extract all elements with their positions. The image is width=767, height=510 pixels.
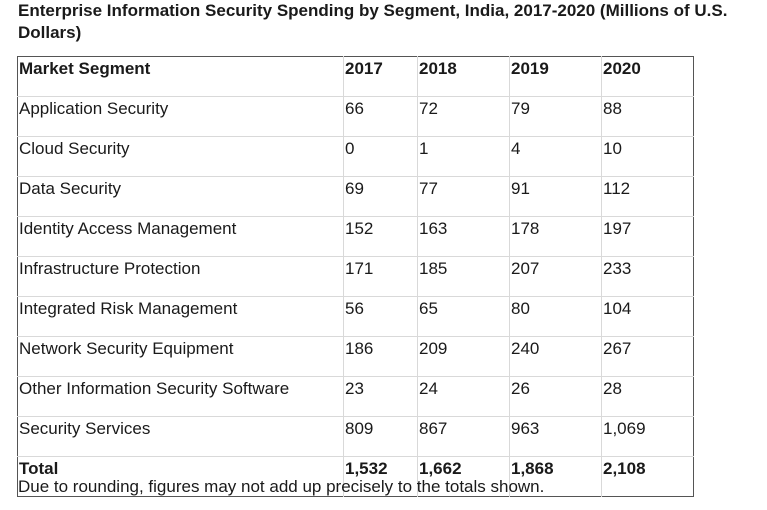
value-cell: 69 <box>343 176 418 217</box>
column-header: 2017 <box>343 56 418 97</box>
segment-cell: Data Security <box>17 176 344 217</box>
value-cell: 186 <box>343 336 418 377</box>
value-cell: 178 <box>509 216 602 257</box>
table-row: Cloud Security 0 1 4 10 <box>17 136 694 177</box>
value-cell: 4 <box>509 136 602 177</box>
table-row: Integrated Risk Management 56 65 80 104 <box>17 296 694 337</box>
table-row: Application Security 66 72 79 88 <box>17 96 694 137</box>
value-cell: 867 <box>417 416 510 457</box>
table-row: Network Security Equipment 186 209 240 267 <box>17 336 694 377</box>
column-header: Market Segment <box>17 56 344 97</box>
value-cell: 79 <box>509 96 602 137</box>
column-header: 2018 <box>417 56 510 97</box>
value-cell: 77 <box>417 176 510 217</box>
value-cell: 104 <box>601 296 694 337</box>
table-row: Identity Access Management 152 163 178 197 <box>17 216 694 257</box>
value-cell: 56 <box>343 296 418 337</box>
table-row: Infrastructure Protection 171 185 207 233 <box>17 256 694 297</box>
segment-cell: Total <box>19 459 59 478</box>
value-cell: 1 <box>417 136 510 177</box>
value-cell: 1,069 <box>601 416 694 457</box>
value-cell: 209 <box>417 336 510 377</box>
value-cell: 10 <box>601 136 694 177</box>
value-cell: 80 <box>509 296 602 337</box>
value-cell: 1,868 <box>509 456 602 497</box>
value-cell: 72 <box>417 96 510 137</box>
segment-cell: Infrastructure Protection <box>17 256 344 297</box>
value-cell: 2,108 <box>601 456 694 497</box>
table-row: Security Services 809 867 963 1,069 <box>17 416 694 457</box>
value-cell: 1,662 <box>417 456 510 497</box>
page-title: Enterprise Information Security Spending… <box>18 1 728 42</box>
segment-cell: Cloud Security <box>17 136 344 177</box>
segment-cell: Security Services <box>17 416 344 457</box>
segment-cell: Application Security <box>17 96 344 137</box>
value-cell: 66 <box>343 96 418 137</box>
value-cell: 809 <box>343 416 418 457</box>
value-cell: 963 <box>509 416 602 457</box>
value-cell: 24 <box>417 376 510 417</box>
value-cell: 1,532 <box>343 456 418 497</box>
value-cell: 28 <box>601 376 694 417</box>
value-cell: 152 <box>343 216 418 257</box>
value-cell: 240 <box>509 336 602 377</box>
value-cell: 171 <box>343 256 418 297</box>
spending-table: Market Segment 2017 2018 2019 2020 Appli… <box>17 56 694 497</box>
value-cell: 163 <box>417 216 510 257</box>
segment-cell: Other Information Security Software <box>17 376 344 417</box>
column-header: 2019 <box>509 56 602 97</box>
table-row: Other Information Security Software 23 24 2… <box>17 376 694 417</box>
total-row: Total 1,532 1,662 1,868 2,108 <box>18 456 694 497</box>
value-cell: 267 <box>601 336 694 377</box>
segment-cell: Integrated Risk Management <box>17 296 344 337</box>
table-row: Data Security 69 77 91 112 <box>17 176 694 217</box>
value-cell: 185 <box>417 256 510 297</box>
segment-cell: Network Security Equipment <box>17 336 344 377</box>
value-cell: 0 <box>343 136 418 177</box>
column-header: 2020 <box>601 56 694 97</box>
value-cell: 207 <box>509 256 602 297</box>
value-cell: 23 <box>343 376 418 417</box>
segment-cell: Identity Access Management <box>17 216 344 257</box>
value-cell: 91 <box>509 176 602 217</box>
value-cell: 112 <box>601 176 694 217</box>
value-cell: 197 <box>601 216 694 257</box>
value-cell: 233 <box>601 256 694 297</box>
value-cell: 65 <box>417 296 510 337</box>
value-cell: 88 <box>601 96 694 137</box>
table-header-row: Market Segment 2017 2018 2019 2020 <box>17 56 694 97</box>
footnote: Due to rounding, figures may not add up … <box>18 477 545 496</box>
value-cell: 26 <box>509 376 602 417</box>
